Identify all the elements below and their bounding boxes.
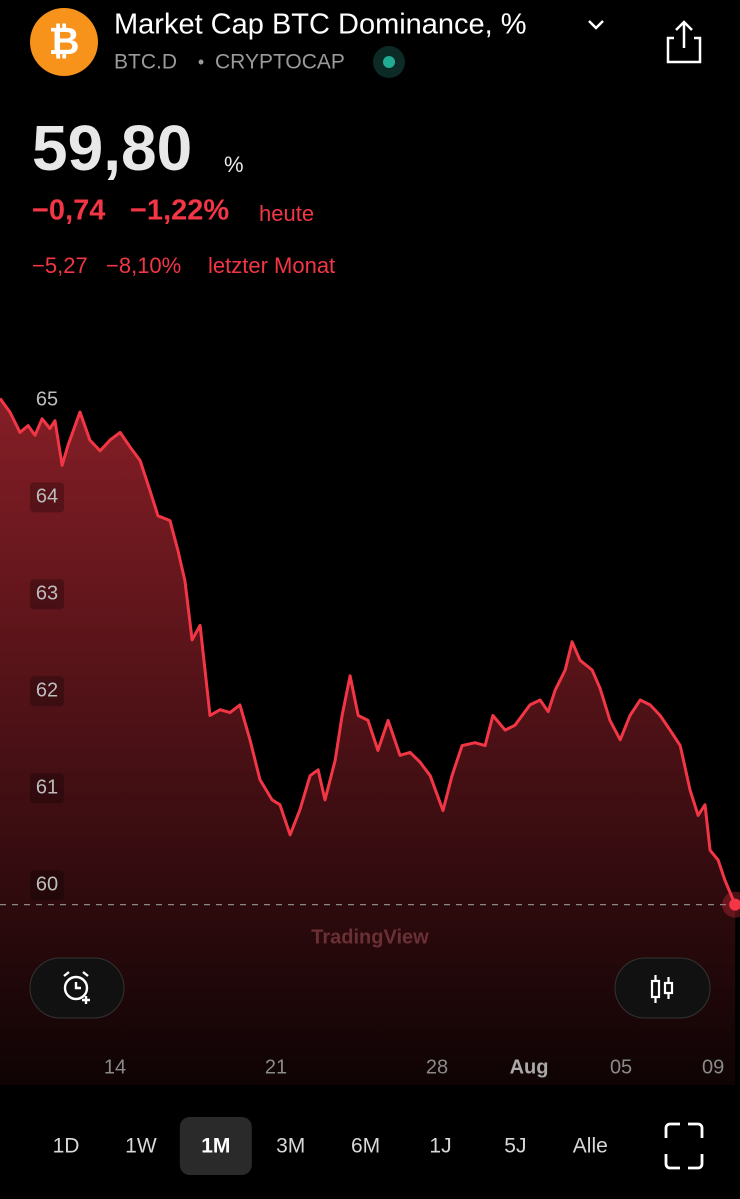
x-tick-label: 21 <box>265 1056 287 1078</box>
timeframe-button[interactable]: 1J <box>429 1135 451 1158</box>
y-tick-label: 64 <box>36 486 58 508</box>
y-tick-label: 61 <box>36 777 58 799</box>
y-tick-box <box>30 482 64 513</box>
alert-icon <box>63 971 90 1004</box>
last-point <box>729 898 740 911</box>
status-dot <box>383 56 395 68</box>
timeframe-button[interactable]: 6M <box>351 1135 380 1158</box>
change-period: heute <box>259 201 314 226</box>
candle-icon <box>650 975 674 1003</box>
exchange: CRYPTOCAP <box>215 51 345 74</box>
chart: TradingView 60 61 62 63 64 65 14 21 28 Aug 05 09 <box>0 385 740 1085</box>
y-tick-box <box>30 676 64 707</box>
y-tick-label: 62 <box>36 680 58 702</box>
y-tick-label: 63 <box>36 583 58 605</box>
timeframe-button[interactable]: 3M <box>276 1135 305 1158</box>
watermark: TradingView <box>311 926 429 948</box>
price: 59,80 <box>32 112 192 184</box>
y-tick-label: 60 <box>36 874 58 896</box>
y-tick-box <box>30 773 64 804</box>
month-change-abs: −5,27 <box>32 253 88 278</box>
timeframe-button[interactable]: 1W <box>125 1135 157 1158</box>
change-pct: −1,22% <box>130 195 229 227</box>
coin-logo <box>30 8 98 76</box>
timeframe-button[interactable]: 5J <box>504 1135 526 1158</box>
x-tick-label: 05 <box>610 1056 632 1078</box>
x-tick-label: 14 <box>104 1056 126 1078</box>
y-tick-box <box>30 870 64 901</box>
y-tick-box <box>30 385 64 416</box>
symbol-title[interactable]: Market Cap BTC Dominance, % <box>114 9 527 41</box>
month-period: letzter Monat <box>208 253 335 278</box>
timeframe-button[interactable]: 1D <box>53 1135 80 1158</box>
y-tick-box <box>30 579 64 610</box>
x-tick-label: 28 <box>426 1056 448 1078</box>
timeframe-button[interactable]: 1M <box>201 1135 230 1158</box>
y-tick-label: 65 <box>36 389 58 411</box>
coin-icon: ₿ <box>49 21 80 63</box>
month-change-pct: −8,10% <box>106 253 181 278</box>
area <box>0 398 736 1085</box>
x-tick-label: 09 <box>702 1056 724 1078</box>
share-button[interactable] <box>666 20 702 64</box>
chart-type-button[interactable] <box>614 957 711 1019</box>
timeframe-button[interactable]: Alle <box>573 1135 608 1158</box>
symbol-ticker: BTC.D <box>114 51 177 74</box>
separator: • <box>198 52 204 72</box>
title-chevron[interactable] <box>588 20 604 30</box>
fullscreen-button[interactable] <box>664 1122 704 1170</box>
x-tick-label: Aug <box>510 1056 549 1078</box>
timeframe-selected <box>179 1117 252 1175</box>
change-abs: −0,74 <box>32 195 105 227</box>
price-line <box>0 397 737 906</box>
timeframe-bar: 1D 1W 1M 3M 6M 1J 5J Alle <box>53 1117 608 1175</box>
price-unit: % <box>224 152 244 177</box>
